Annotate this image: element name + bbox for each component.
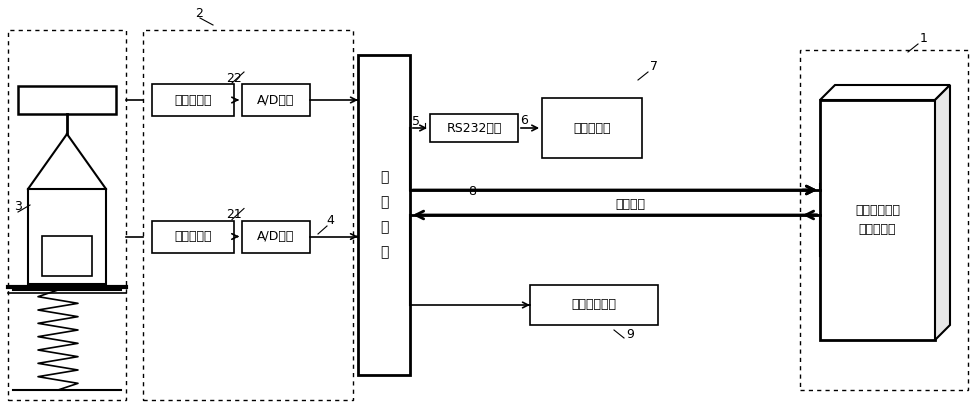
Text: 2: 2: [195, 7, 203, 20]
Text: A/D转换: A/D转换: [258, 230, 295, 243]
Bar: [143, 30, 353, 400]
Text: 上位机（诊断
模型训练）: 上位机（诊断 模型训练）: [855, 204, 900, 236]
Text: 主
控
制
器: 主 控 制 器: [380, 171, 388, 260]
Bar: [820, 100, 935, 340]
Text: 1: 1: [920, 32, 928, 45]
Bar: [242, 84, 310, 116]
Text: 22: 22: [226, 72, 242, 85]
Bar: [152, 220, 234, 252]
Bar: [152, 84, 234, 116]
Bar: [242, 220, 310, 252]
Bar: [530, 285, 658, 325]
Text: 位移传感器: 位移传感器: [175, 94, 212, 107]
Bar: [542, 98, 642, 158]
Text: 故障报警模块: 故障报警模块: [572, 299, 617, 312]
Bar: [18, 86, 116, 114]
Text: 7: 7: [650, 60, 658, 73]
Text: A/D转换: A/D转换: [258, 94, 295, 107]
Text: 4: 4: [326, 214, 334, 227]
Bar: [28, 189, 106, 284]
Text: 液晶显示屏: 液晶显示屏: [573, 121, 611, 134]
Text: 5: 5: [412, 115, 420, 128]
Bar: [430, 114, 518, 142]
Text: 6: 6: [520, 114, 528, 127]
Bar: [800, 50, 968, 390]
Text: 3: 3: [14, 200, 21, 213]
Text: 9: 9: [626, 328, 633, 341]
Bar: [8, 30, 126, 400]
Text: 8: 8: [468, 185, 476, 198]
Text: RS232通信: RS232通信: [446, 121, 502, 134]
Text: 21: 21: [226, 208, 242, 221]
Text: 串口通信: 串口通信: [615, 199, 645, 212]
Polygon shape: [820, 85, 950, 100]
Text: 压力传感器: 压力传感器: [175, 230, 212, 243]
Bar: [42, 236, 92, 276]
Bar: [358, 55, 410, 375]
Polygon shape: [935, 85, 950, 340]
